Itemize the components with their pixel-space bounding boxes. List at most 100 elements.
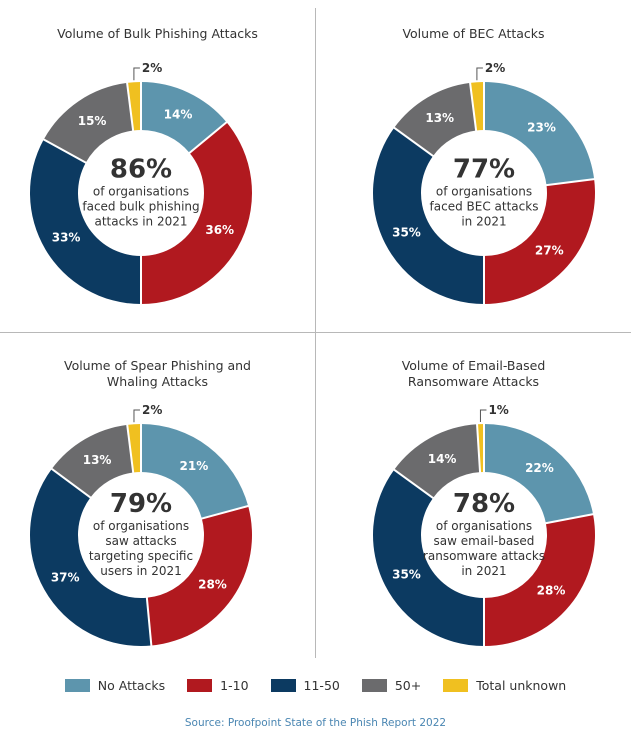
legend-swatch <box>361 679 387 692</box>
center-caption-line: attacks in 2021 <box>94 215 187 229</box>
center-caption-line: of organisations <box>436 185 532 199</box>
center-caption-line: saw email-based <box>434 534 535 548</box>
legend-item-11-50: 11-50 <box>270 678 340 693</box>
slice-separator <box>42 138 88 165</box>
center-caption-line: faced BEC attacks <box>430 200 539 214</box>
slice-separator <box>544 513 595 525</box>
donut-slice-50- <box>43 82 134 163</box>
slice-separator <box>145 596 153 647</box>
slice-label: 27% <box>535 244 564 258</box>
slice-separator <box>545 177 596 187</box>
legend-swatch <box>270 679 296 692</box>
center-caption-line: faced bulk phishing <box>82 200 199 214</box>
slice-separator <box>126 423 135 474</box>
donut-slice-1-10 <box>141 122 253 304</box>
chart-spear-phishing: 2% 21% 28% 37% 13% 79% of organisations saw att… <box>0 334 315 664</box>
donut-slice-total-unknown <box>127 424 141 473</box>
donut-slice-50- <box>51 424 134 498</box>
donut-slice-11-50 <box>29 139 141 304</box>
legend-label: 11-50 <box>303 678 340 693</box>
donut-slice-50- <box>394 82 477 156</box>
slice-label: 14% <box>164 107 193 121</box>
legend: No Attacks 1-10 11-50 50+ Total unknown <box>0 678 631 693</box>
legend-label: 1-10 <box>220 678 249 693</box>
leader-line <box>479 409 487 423</box>
slice-separator <box>392 468 435 500</box>
chart-title: Volume of Spear Phishing and Whaling Att… <box>63 358 251 389</box>
legend-item-1-10: 1-10 <box>187 678 249 693</box>
slice-label: 2% <box>485 61 505 75</box>
slice-label: 28% <box>198 578 227 592</box>
chart-ransomware: 1% 22% 28% 35% 14% 78% of organisations saw ema… <box>316 334 631 664</box>
donut-slice-11-50 <box>373 469 484 646</box>
slice-label: 37% <box>51 571 80 585</box>
donut-slice-total-unknown <box>470 82 484 131</box>
center-caption-line: targeting specific <box>89 549 193 563</box>
vertical-divider <box>315 8 316 658</box>
center-percentage: 78% <box>453 489 515 519</box>
slice-label: 14% <box>428 452 457 466</box>
leader-line <box>133 409 140 423</box>
slice-label: 28% <box>537 583 566 597</box>
slice-separator <box>125 81 135 132</box>
slice-label: 2% <box>142 61 162 75</box>
center-caption-line: of organisations <box>436 519 532 533</box>
chart-title: Volume of BEC Attacks <box>402 26 545 41</box>
donut-slice-no-attacks <box>484 424 594 524</box>
center-caption-line: in 2021 <box>461 215 506 229</box>
center-percentage: 77% <box>453 155 515 185</box>
source-note: Source: Proofpoint State of the Phish Re… <box>184 717 447 729</box>
leader-line <box>476 67 483 81</box>
legend-label: 50+ <box>394 678 422 693</box>
legend-swatch <box>64 679 90 692</box>
slice-label: 36% <box>205 223 234 237</box>
donut-slice-no-attacks <box>484 82 595 186</box>
slice-label: 15% <box>78 114 107 128</box>
slice-separator <box>468 81 478 132</box>
slice-label: 22% <box>525 461 554 475</box>
center-caption-line: of organisations <box>93 519 189 533</box>
chart-bec: 2% 23% 27% 35% 13% 77% of organisations faced B… <box>316 0 631 330</box>
center-caption-line: users in 2021 <box>100 564 182 578</box>
center-caption-line: in 2021 <box>461 564 506 578</box>
chart-bulk-phishing: 2% 14% 36% 33% 15% 86% of organisations faced b… <box>0 0 315 330</box>
center-caption-line: saw attacks <box>105 534 176 548</box>
center-caption-line: of organisations <box>93 185 189 199</box>
chart-title: Volume of Bulk Phishing Attacks <box>57 26 258 41</box>
slice-separator <box>200 504 250 520</box>
legend-item-total-unknown: Total unknown <box>443 678 566 693</box>
slice-label: 33% <box>52 230 81 244</box>
slice-label: 13% <box>425 111 454 125</box>
legend-swatch <box>187 679 213 692</box>
slice-label: 35% <box>392 225 421 239</box>
slice-separator <box>475 423 482 474</box>
legend-item-no-attacks: No Attacks <box>64 678 165 693</box>
slice-label: 35% <box>392 567 421 581</box>
donut-slice-total-unknown <box>127 82 141 131</box>
slice-separator <box>50 467 92 499</box>
horizontal-divider <box>0 332 631 333</box>
donut-slice-11-50 <box>373 127 484 305</box>
donut-slice-50- <box>394 424 481 498</box>
legend-label: Total unknown <box>476 678 567 693</box>
chart-title: Volume of Email-Based Ransomware Attacks <box>401 358 546 389</box>
center-percentage: 86% <box>110 155 172 185</box>
donut-slice-1-10 <box>484 514 595 646</box>
slice-label: 1% <box>488 403 508 417</box>
slice-label: 21% <box>180 459 209 473</box>
slice-label: 23% <box>527 121 556 135</box>
donut-slice-1-10 <box>146 505 253 646</box>
donut-slice-no-attacks <box>141 424 249 519</box>
donut-slice-no-attacks <box>141 82 227 153</box>
leader-line <box>133 67 140 81</box>
slice-separator <box>188 120 228 155</box>
donut-slice-1-10 <box>484 179 595 304</box>
legend-swatch <box>443 679 469 692</box>
slice-label: 13% <box>83 453 112 467</box>
legend-item-50-plus: 50+ <box>361 678 422 693</box>
slice-label: 2% <box>142 403 162 417</box>
donut-slice-11-50 <box>29 468 152 646</box>
